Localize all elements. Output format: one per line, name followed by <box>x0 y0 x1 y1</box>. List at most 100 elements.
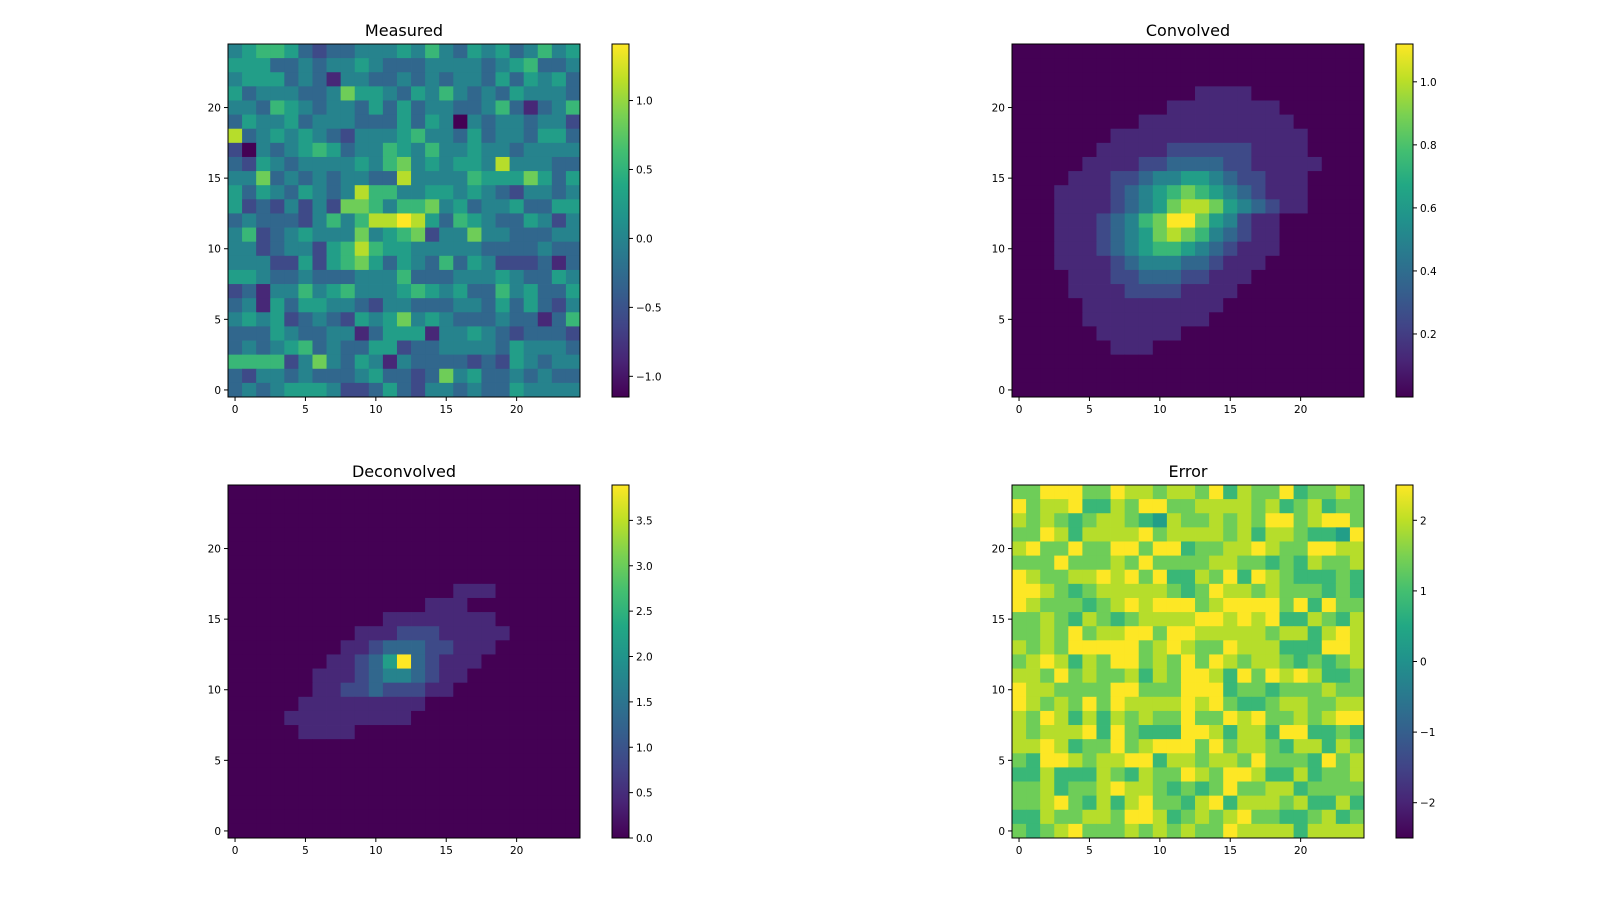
heatmap-cell <box>439 58 454 73</box>
heatmap-cell <box>551 326 567 341</box>
heatmap-cell <box>1335 114 1351 130</box>
heatmap-cell <box>256 255 271 271</box>
heatmap-cell <box>368 199 384 214</box>
heatmap-cell <box>368 114 384 130</box>
heatmap-cell <box>1237 298 1252 313</box>
heatmap-cell <box>1321 555 1337 571</box>
heatmap-cell <box>411 597 426 613</box>
heatmap-cell <box>354 312 370 327</box>
heatmap-cell <box>509 86 525 101</box>
heatmap-cell <box>256 227 271 243</box>
heatmap-cell <box>1265 382 1280 398</box>
heatmap-cell <box>312 241 327 257</box>
heatmap-cell <box>354 527 370 542</box>
heatmap-cell <box>340 597 356 613</box>
y-tick-label: 10 <box>992 685 1005 697</box>
heatmap-cell <box>1012 725 1027 740</box>
heatmap-cell <box>382 298 398 313</box>
heatmap-cell <box>537 626 553 641</box>
heatmap-cell <box>1040 269 1055 285</box>
heatmap-cell <box>551 597 567 613</box>
heatmap-cell <box>1237 382 1252 398</box>
heatmap-cell <box>565 100 581 115</box>
heatmap-cell <box>382 696 398 712</box>
heatmap-cell <box>1223 284 1238 299</box>
heatmap-cell <box>284 696 299 712</box>
heatmap-cell <box>565 555 581 571</box>
heatmap-cell <box>509 499 525 514</box>
heatmap-cell <box>270 58 285 73</box>
heatmap-cell <box>1096 795 1111 811</box>
heatmap-cell <box>1096 241 1111 257</box>
heatmap-cell <box>1068 555 1083 571</box>
heatmap-cell <box>523 185 539 200</box>
heatmap-cell <box>1166 156 1182 172</box>
heatmap-cell <box>1307 241 1323 257</box>
heatmap-cell <box>1251 114 1266 130</box>
heatmap-cell <box>1209 298 1224 313</box>
heatmap-cell <box>1026 710 1041 726</box>
heatmap-cell <box>439 583 454 599</box>
heatmap-cell <box>1307 612 1323 627</box>
heatmap-cell <box>368 86 384 101</box>
heatmap-cell <box>228 753 243 768</box>
heatmap-cell <box>368 753 384 768</box>
heatmap-cell <box>1138 312 1154 327</box>
y-tick-label: 15 <box>208 614 221 626</box>
heatmap-cell <box>495 710 510 726</box>
heatmap-cell <box>1082 86 1097 101</box>
heatmap-cell <box>1251 753 1266 768</box>
heatmap-cell <box>425 382 440 398</box>
heatmap-cell <box>1237 284 1252 299</box>
heatmap-cell <box>1335 298 1351 313</box>
heatmap-cell <box>1124 597 1140 613</box>
heatmap-cell <box>1307 513 1323 528</box>
heatmap-cell <box>1293 583 1309 599</box>
heatmap-cell <box>1180 753 1196 768</box>
heatmap-cell <box>1349 86 1365 101</box>
heatmap-cell <box>326 739 342 754</box>
heatmap-cell <box>340 583 356 599</box>
heatmap-cell <box>1195 569 1210 585</box>
heatmap-cell <box>481 58 496 73</box>
heatmap-cell <box>1124 499 1140 514</box>
heatmap-cell <box>509 227 525 243</box>
heatmap-cell <box>256 213 271 228</box>
heatmap-cell <box>326 368 342 384</box>
heatmap-cell <box>1251 284 1266 299</box>
heatmap-cell <box>270 171 285 186</box>
heatmap-cell <box>1293 326 1309 341</box>
heatmap-cell <box>368 612 384 627</box>
heatmap-cell <box>284 382 299 398</box>
heatmap-cell <box>537 795 553 811</box>
heatmap-cell <box>509 795 525 811</box>
heatmap-cell <box>396 767 412 782</box>
heatmap-cell <box>326 298 342 313</box>
heatmap-cell <box>1349 72 1365 87</box>
heatmap-cell <box>1251 781 1266 797</box>
heatmap-cell <box>1110 781 1126 797</box>
heatmap-cell <box>270 710 285 726</box>
heatmap-cell <box>368 809 384 825</box>
heatmap-cell <box>1138 255 1154 271</box>
heatmap-cell <box>1349 128 1365 144</box>
heatmap-cell <box>1349 354 1365 370</box>
heatmap-cell <box>1180 185 1196 200</box>
heatmap-cell <box>368 541 384 556</box>
heatmap-cell <box>453 199 468 214</box>
heatmap-cell <box>1237 128 1252 144</box>
heatmap-cell <box>523 284 539 299</box>
heatmap-cell <box>1223 298 1238 313</box>
heatmap-cell <box>1279 527 1294 542</box>
heatmap-cell <box>425 298 440 313</box>
heatmap-cell <box>509 72 525 87</box>
heatmap-cell <box>242 284 257 299</box>
heatmap-cell <box>340 298 356 313</box>
heatmap-cell <box>1223 156 1238 172</box>
heatmap-cell <box>1335 682 1351 698</box>
heatmap-cell <box>1096 626 1111 641</box>
heatmap-cell <box>537 597 553 613</box>
heatmap-cell <box>439 382 454 398</box>
heatmap-cell <box>551 739 567 754</box>
